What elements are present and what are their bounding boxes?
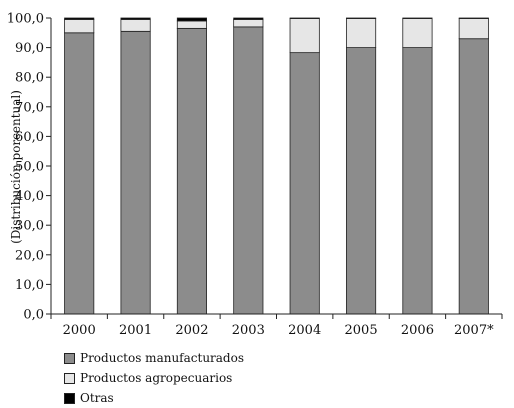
bar-2000-series-1 [64,19,95,34]
x-tick-label: 2000 [63,323,96,338]
x-tick-label: 2003 [232,323,265,338]
y-axis-label: (Distribución porcentual) [9,90,23,244]
legend-swatch-manufacturados [64,352,75,364]
legend-swatch-otras [64,392,75,404]
y-tick-label: 40,0 [15,189,44,204]
bar-2005-series-1 [345,18,377,49]
bar-2007-series-2 [458,17,489,19]
x-tick-label: 2006 [401,323,434,338]
legend-label-otras: Otras [80,391,114,405]
legend-item-otras: Otras [64,388,244,408]
legend-item-agropecuarios: Productos agropecuarios [64,368,244,388]
stacked-bar-chart: (Distribución porcentual) 2000 2001 2002 20… [7,12,503,338]
bar-2005-series-0 [345,47,377,315]
bar-2007-series-1 [458,18,489,40]
x-tick-label: 2001 [119,323,152,338]
bar-2004-series-2 [289,17,320,19]
y-tick-label: 0,0 [23,308,44,323]
x-tick-label: 2007* [454,323,494,338]
y-tick-label: 70,0 [15,100,44,115]
bar-2002-series-0 [176,27,207,315]
y-tick-label: 90,0 [15,41,44,56]
bar-2001-series-0 [120,30,151,315]
bar-2004-series-0 [289,52,320,315]
bar-2006-series-1 [402,18,433,49]
y-tick-label: 30,0 [15,219,44,234]
bar-2005-series-2 [345,17,377,19]
legend-label-agropecuarios: Productos agropecuarios [80,371,233,385]
bar-2007-series-0 [458,38,489,315]
y-tick-label: 80,0 [15,71,44,86]
y-tick-label: 60,0 [15,130,44,145]
bar-2006-series-0 [402,47,433,315]
x-tick-label: 2002 [175,323,208,338]
legend: Productos manufacturados Productos agrop… [64,348,244,408]
y-tick-label: 50,0 [15,160,44,175]
bar-2002-series-2 [176,17,207,22]
bar-2003-series-0 [233,26,264,315]
y-tick-label: 100,0 [7,12,44,27]
bar-2003-series-2 [233,17,264,20]
legend-item-manufacturados: Productos manufacturados [64,348,244,368]
bar-2004-series-1 [289,18,320,54]
legend-label-manufacturados: Productos manufacturados [80,351,244,365]
y-tick-label: 10,0 [15,278,44,293]
x-tick-label: 2005 [345,323,378,338]
bar-2000-series-2 [64,17,95,20]
bar-2002-series-1 [176,20,207,29]
bar-2006-series-2 [402,17,433,19]
bar-2001-series-1 [120,19,151,32]
bar-2003-series-1 [233,19,264,28]
x-tick-label: 2004 [288,323,321,338]
bar-2000-series-0 [64,32,95,315]
y-tick-label: 20,0 [15,248,44,263]
bar-2001-series-2 [120,17,151,20]
legend-swatch-agropecuarios [64,372,75,384]
